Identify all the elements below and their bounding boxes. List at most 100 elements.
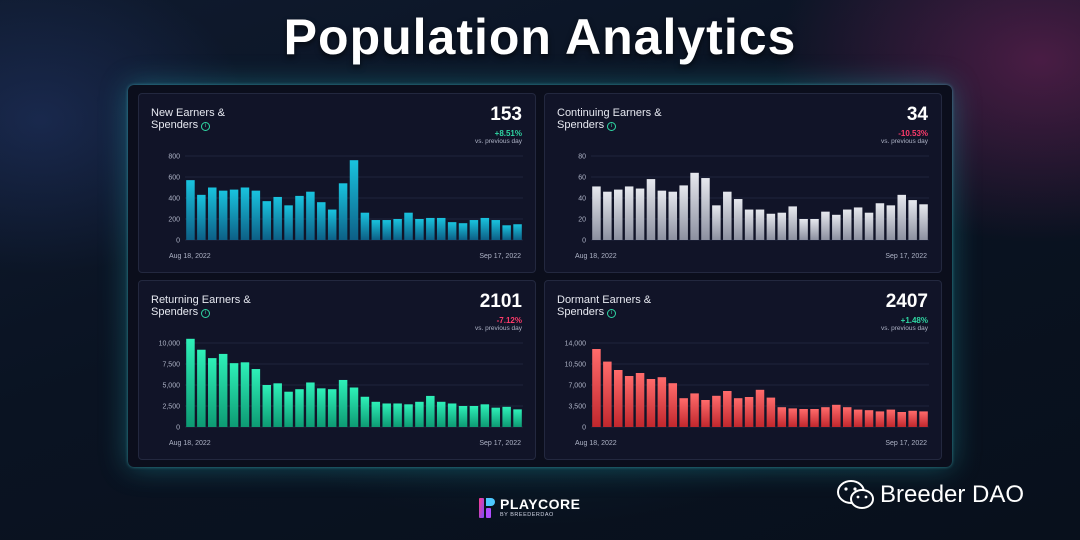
bar[interactable] (897, 194, 906, 240)
bar[interactable] (875, 411, 885, 427)
bar[interactable] (186, 338, 195, 427)
bar[interactable] (360, 396, 370, 427)
bar[interactable] (415, 401, 424, 427)
info-icon[interactable]: i (201, 122, 211, 131)
bar[interactable] (701, 178, 710, 240)
bar[interactable] (491, 407, 500, 427)
bar[interactable] (886, 205, 896, 240)
bar[interactable] (404, 212, 413, 240)
bar[interactable] (284, 205, 293, 240)
bar[interactable] (744, 209, 754, 240)
bar[interactable] (832, 214, 841, 240)
bar[interactable] (338, 379, 348, 427)
bar[interactable] (469, 406, 479, 427)
bar[interactable] (295, 195, 304, 240)
bar[interactable] (436, 401, 446, 427)
bar[interactable] (208, 358, 217, 427)
bar[interactable] (919, 411, 928, 427)
bar[interactable] (393, 219, 402, 240)
bar[interactable] (679, 398, 688, 427)
bar[interactable] (306, 382, 315, 427)
bar[interactable] (810, 409, 819, 427)
bar[interactable] (229, 363, 239, 427)
bar[interactable] (317, 388, 326, 427)
bar[interactable] (799, 409, 808, 427)
info-icon[interactable]: i (607, 122, 617, 131)
bar[interactable] (842, 407, 852, 427)
bar[interactable] (382, 403, 391, 427)
bar[interactable] (502, 225, 511, 240)
bar[interactable] (513, 224, 522, 240)
bar[interactable] (646, 179, 656, 240)
bar[interactable] (382, 220, 391, 240)
bar[interactable] (635, 373, 645, 427)
bar[interactable] (447, 222, 457, 240)
bar[interactable] (690, 393, 699, 427)
bar[interactable] (513, 409, 522, 427)
bar[interactable] (426, 217, 435, 240)
bar[interactable] (897, 412, 906, 427)
bar[interactable] (415, 219, 424, 240)
bar[interactable] (218, 353, 228, 427)
bar[interactable] (712, 395, 721, 427)
bar[interactable] (251, 369, 261, 427)
bar[interactable] (810, 219, 819, 240)
bar[interactable] (371, 220, 381, 240)
bar[interactable] (875, 203, 885, 240)
bar[interactable] (853, 409, 863, 427)
bar[interactable] (690, 172, 699, 240)
bar[interactable] (360, 212, 370, 240)
bar[interactable] (755, 209, 765, 240)
bar[interactable] (603, 361, 612, 427)
bar[interactable] (723, 191, 732, 240)
bar[interactable] (821, 211, 830, 240)
info-icon[interactable]: i (607, 309, 617, 318)
bar[interactable] (592, 349, 601, 427)
bar[interactable] (480, 217, 490, 240)
bar[interactable] (295, 389, 304, 427)
bar[interactable] (349, 387, 359, 427)
bar[interactable] (733, 398, 743, 427)
bar[interactable] (197, 349, 206, 427)
bar[interactable] (327, 389, 337, 427)
bar[interactable] (317, 202, 326, 240)
bar[interactable] (614, 189, 623, 240)
bar[interactable] (635, 188, 645, 240)
bar[interactable] (908, 410, 917, 427)
bar[interactable] (458, 223, 468, 240)
bar[interactable] (919, 204, 928, 240)
bar[interactable] (766, 397, 776, 427)
bar[interactable] (842, 209, 852, 240)
bar[interactable] (701, 400, 710, 427)
bar[interactable] (799, 219, 808, 240)
bar[interactable] (447, 403, 457, 427)
bar[interactable] (240, 187, 250, 241)
bar[interactable] (864, 212, 874, 240)
bar[interactable] (393, 403, 402, 427)
bar[interactable] (788, 408, 797, 427)
bar[interactable] (614, 370, 623, 427)
bar[interactable] (832, 404, 841, 427)
bar[interactable] (502, 406, 511, 427)
bar[interactable] (679, 185, 688, 240)
bar[interactable] (766, 213, 776, 240)
bar[interactable] (777, 407, 787, 427)
bar[interactable] (240, 362, 250, 427)
bar[interactable] (624, 186, 634, 240)
bar[interactable] (218, 190, 228, 240)
bar[interactable] (646, 379, 656, 427)
bar[interactable] (327, 209, 337, 240)
bar[interactable] (480, 404, 490, 427)
bar[interactable] (744, 397, 754, 427)
bar[interactable] (469, 220, 479, 240)
bar[interactable] (426, 395, 435, 427)
bar[interactable] (821, 407, 830, 427)
bar[interactable] (777, 212, 787, 240)
bar[interactable] (668, 191, 678, 240)
bar[interactable] (208, 187, 217, 241)
bar[interactable] (755, 389, 765, 427)
bar[interactable] (788, 206, 797, 240)
bar[interactable] (262, 385, 272, 427)
bar[interactable] (436, 217, 446, 240)
bar[interactable] (657, 377, 667, 427)
